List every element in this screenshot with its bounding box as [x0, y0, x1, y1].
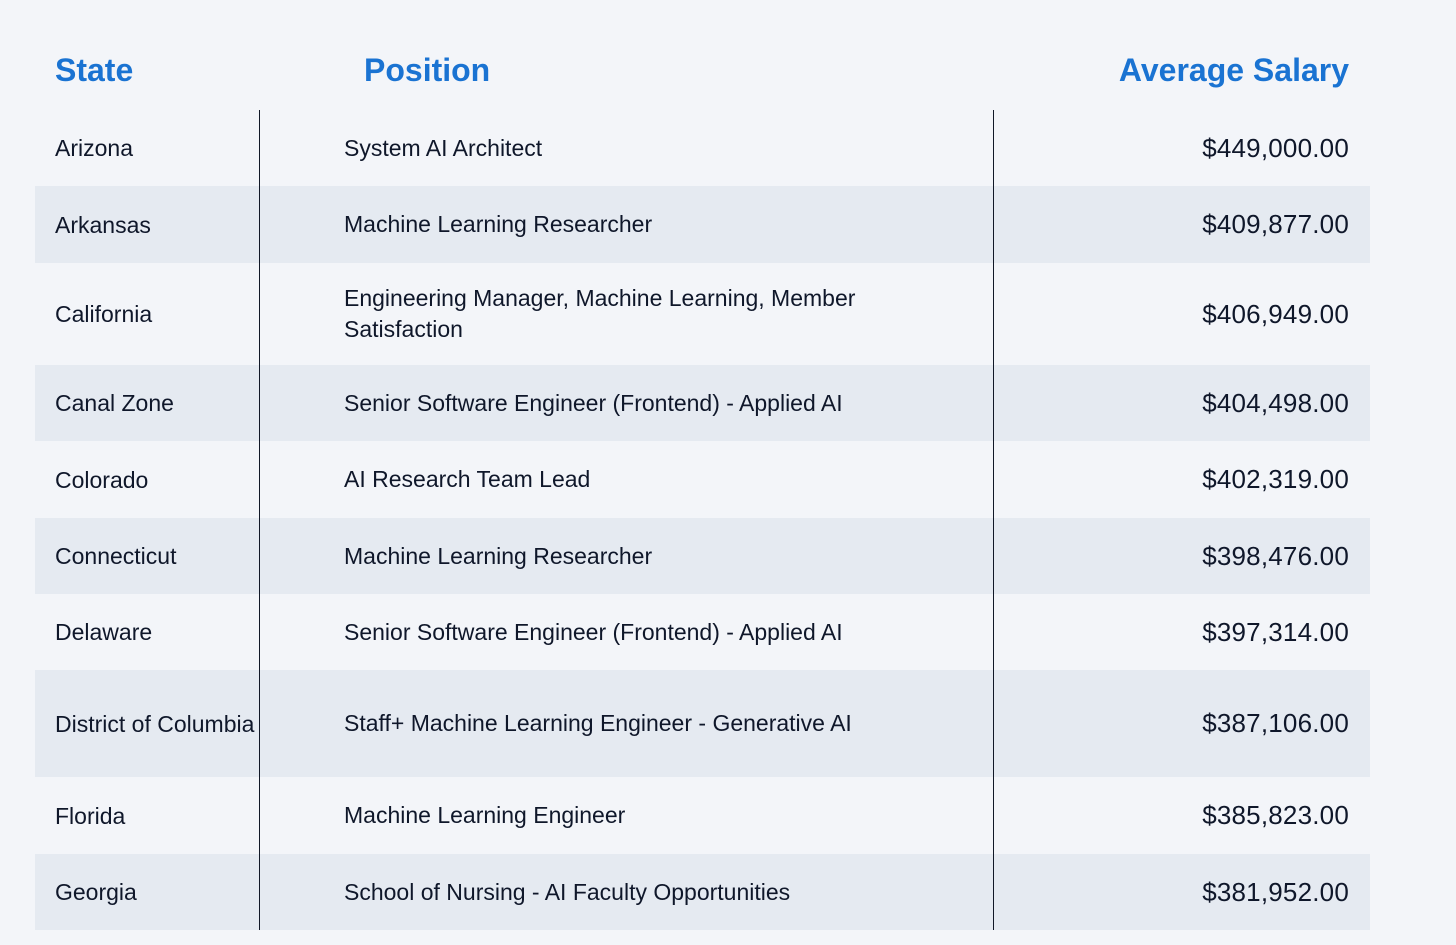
state-cell: Delaware [35, 594, 260, 670]
position-cell: Machine Learning Researcher [260, 186, 994, 263]
state-cell: Arkansas [35, 186, 260, 263]
salary-cell: $398,476.00 [1202, 540, 1349, 571]
position-cell: System AI Architect [260, 110, 994, 186]
salary-cell: $397,314.00 [1202, 616, 1349, 647]
salary-cell: $381,952.00 [1202, 876, 1349, 907]
header-average-salary: Average Salary [1118, 51, 1349, 88]
salary-cell: $402,319.00 [1202, 464, 1349, 494]
salary-cell: $406,949.00 [1202, 298, 1349, 329]
table-row: Georgia School of Nursing - AI Faculty O… [35, 854, 1370, 930]
table-row: Colorado AI Research Team Lead $402,319.… [35, 441, 1370, 518]
position-cell: Senior Software Engineer (Frontend) - Ap… [260, 365, 994, 441]
table-row: District of Columbia Staff+ Machine Lear… [35, 670, 1370, 777]
salary-table: State Position Average Salary Arizona Sy… [35, 30, 1370, 930]
table-row: Canal Zone Senior Software Engineer (Fro… [35, 365, 1370, 441]
table-row: Connecticut Machine Learning Researcher … [35, 518, 1370, 594]
table-row: Florida Machine Learning Engineer $385,8… [35, 777, 1370, 854]
table-row: Arizona System AI Architect $449,000.00 [35, 110, 1370, 186]
salary-cell: $387,106.00 [1202, 708, 1349, 738]
header-state: State [55, 51, 134, 88]
state-cell: Florida [35, 777, 260, 854]
state-cell: Colorado [35, 441, 260, 518]
state-cell: Canal Zone [35, 365, 260, 441]
position-cell: Machine Learning Researcher [260, 518, 994, 594]
position-cell: Engineering Manager, Machine Learning, M… [260, 263, 994, 365]
state-cell: California [35, 263, 260, 365]
position-cell: School of Nursing - AI Faculty Opportuni… [260, 854, 994, 930]
table-row: Delaware Senior Software Engineer (Front… [35, 594, 1370, 670]
header-position: Position [364, 51, 491, 88]
salary-cell: $385,823.00 [1202, 800, 1349, 830]
table-row: Arkansas Machine Learning Researcher $40… [35, 186, 1370, 263]
salary-cell: $449,000.00 [1202, 132, 1349, 163]
state-cell: Georgia [35, 854, 260, 930]
table-header: State Position Average Salary [35, 30, 1370, 110]
table-row: California Engineering Manager, Machine … [35, 263, 1370, 365]
state-cell: Arizona [35, 110, 260, 186]
state-cell: District of Columbia [35, 670, 260, 777]
salary-cell: $404,498.00 [1202, 387, 1349, 418]
position-cell: Staff+ Machine Learning Engineer - Gener… [260, 670, 994, 777]
salary-cell: $409,877.00 [1202, 209, 1349, 239]
position-cell: AI Research Team Lead [260, 441, 994, 518]
state-cell: Connecticut [35, 518, 260, 594]
position-cell: Senior Software Engineer (Frontend) - Ap… [260, 594, 994, 670]
position-cell: Machine Learning Engineer [260, 777, 994, 854]
